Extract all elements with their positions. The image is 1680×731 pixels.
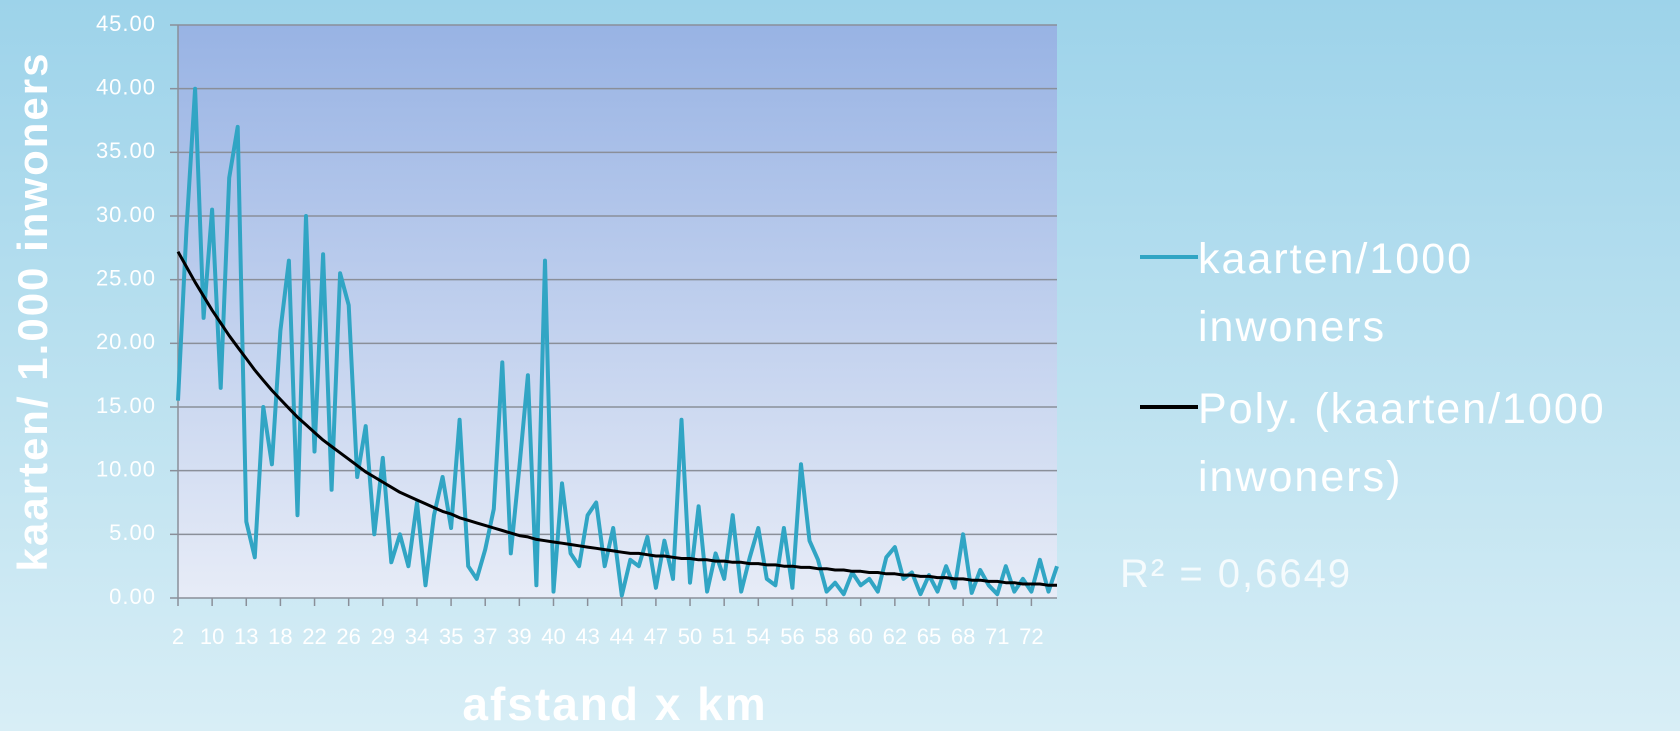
y-tick-label: 35.00 — [96, 138, 156, 163]
legend-label: Poly. (kaarten/1000 inwoners) — [1198, 385, 1606, 501]
x-tick-label: 72 — [1019, 624, 1043, 649]
x-tick-label: 50 — [678, 624, 702, 649]
r-squared: R² = 0,6649 — [1120, 552, 1353, 596]
x-tick-label: 18 — [268, 624, 292, 649]
x-tick-label: 34 — [405, 624, 429, 649]
x-tick-label: 39 — [507, 624, 531, 649]
x-tick-label: 54 — [746, 624, 770, 649]
x-tick-label: 35 — [439, 624, 463, 649]
x-tick-label: 56 — [780, 624, 804, 649]
y-tick-label: 10.00 — [96, 456, 156, 481]
y-tick-label: 25.00 — [96, 265, 156, 290]
legend-entry: kaarten/1000 inwoners — [1140, 225, 1670, 361]
x-tick-label: 71 — [985, 624, 1009, 649]
y-tick-label: 0.00 — [109, 584, 156, 609]
x-axis-title: afstand x km — [462, 678, 767, 730]
x-tick-label: 60 — [848, 624, 872, 649]
y-tick-label: 5.00 — [109, 520, 156, 545]
x-tick-label: 13 — [234, 624, 258, 649]
legend-entry: Poly. (kaarten/1000 inwoners) — [1140, 375, 1670, 511]
legend: kaarten/1000 inwoners Poly. (kaarten/1000… — [1140, 225, 1670, 525]
x-tick-label: 62 — [883, 624, 907, 649]
x-tick-label: 44 — [610, 624, 634, 649]
x-tick-label: 37 — [473, 624, 497, 649]
x-tick-label: 2 — [172, 624, 184, 649]
x-tick-label: 29 — [371, 624, 395, 649]
series-line — [176, 86, 1059, 598]
x-tick-label: 10 — [200, 624, 224, 649]
series-line — [176, 250, 1057, 587]
y-tick-label: 40.00 — [96, 74, 156, 99]
x-tick-label: 22 — [302, 624, 326, 649]
legend-label: kaarten/1000 inwoners — [1198, 235, 1474, 351]
x-tick-label: 68 — [951, 624, 975, 649]
x-tick-label: 43 — [575, 624, 599, 649]
x-tick-label: 26 — [336, 624, 360, 649]
y-tick-label: 15.00 — [96, 393, 156, 418]
x-tick-label: 40 — [541, 624, 565, 649]
legend-swatch — [1140, 255, 1198, 259]
y-axis-title: kaarten/ 1.000 inwoners — [9, 52, 56, 572]
y-tick-label: 45.00 — [96, 11, 156, 36]
x-tick-label: 47 — [644, 624, 668, 649]
y-tick-label: 20.00 — [96, 329, 156, 354]
x-tick-label: 58 — [814, 624, 838, 649]
legend-swatch — [1140, 405, 1198, 409]
x-tick-label: 65 — [917, 624, 941, 649]
x-tick-label: 51 — [712, 624, 736, 649]
y-tick-label: 30.00 — [96, 202, 156, 227]
